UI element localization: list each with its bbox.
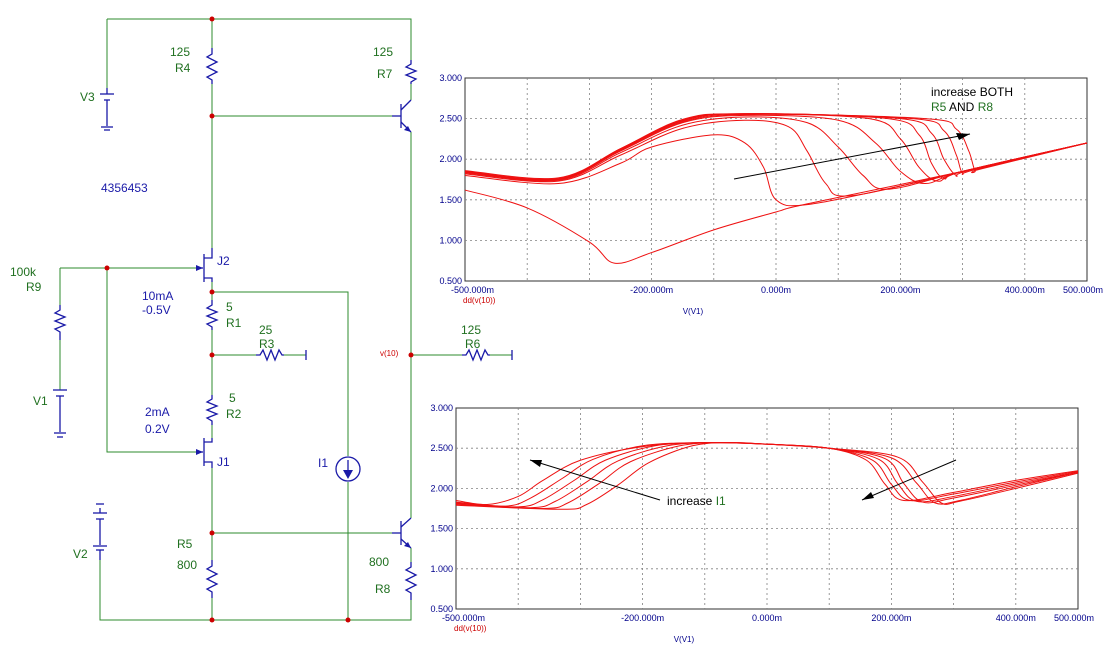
r6-value: 125 [461,323,481,337]
plot-bottom: 0.500 1.000 1.500 2.000 2.500 3.000 -500.000m -… [430,403,1094,644]
x-tick-label: 0.000m [761,285,791,295]
plot-top: 0.500 1.000 1.500 2.000 2.500 3.000 -500.000m -… [439,73,1103,316]
r7-value: 125 [373,45,393,59]
r3-name: R3 [259,337,275,351]
junction-dots [104,16,414,623]
y-axis-label: dd(v(10)) [454,624,487,633]
j1-current: 2mA [145,405,170,419]
current-source-i1: I1 [318,456,361,482]
r2-value: 5 [229,391,236,405]
y-axis-label: dd(v(10)) [463,296,496,305]
series-line-3 [464,119,1088,197]
y-tick-label: 0.500 [439,276,462,286]
y-tick-label: 3.000 [430,403,453,413]
x-tick-label: 200.000m [871,613,911,623]
r9-value: 100k [10,265,37,279]
r3-value: 25 [259,323,273,337]
y-tick-label: 3.000 [439,73,462,83]
resistor-r9: 100k R9 [10,265,67,340]
top-annotation-and: AND [949,100,975,114]
voltage-source-v1: V1 [33,389,67,438]
r2-name: R2 [226,407,242,421]
y-tick-label: 1.500 [439,195,462,205]
y-tick-label: 1.500 [430,524,453,534]
npn-transistor-top [392,99,412,133]
resistor-r5: R5 800 [177,537,219,598]
bottom-plot-annotation: increase I1 [529,459,957,508]
node-label-v10: v(10) [380,349,399,358]
top-annotation-line2: R5 AND R8 [931,100,993,114]
top-annotation-line1: increase BOTH [931,85,1013,99]
r1-name: R1 [226,316,242,330]
series-line-10 [464,113,1088,180]
voltage-source-v3: V3 [80,88,114,131]
j2-current: 10mA [142,289,173,303]
series-line-8 [464,113,1088,180]
bottom-annotation-text: increase I1 [667,494,726,508]
resistor-r6: 125 R6 [461,323,513,362]
resistor-r2: 5 R2 [205,391,242,425]
part-number: 4356453 [101,181,148,195]
r1-value: 5 [226,300,233,314]
y-tick-label: 1.000 [439,235,462,245]
v1-name: V1 [33,394,48,408]
top-annotation-r8: R8 [978,100,994,114]
resistor-r3: 25 R3 [256,323,307,362]
r4-value: 125 [170,45,190,59]
y-tick-label: 2.500 [430,443,453,453]
series-line-4 [464,116,1088,190]
r6-name: R6 [465,337,481,351]
x-tick-label: 500.000m [1063,285,1103,295]
r7-name: R7 [377,67,393,81]
r5-value: 800 [177,558,197,572]
jfet-j2: J2 [196,248,230,282]
x-tick-label: 200.000m [880,285,920,295]
series-line-6 [455,442,1079,510]
v2-name: V2 [73,547,88,561]
j1-name: J1 [217,455,230,469]
bottom-annotation-increase: increase [667,494,713,508]
r8-value: 800 [369,555,389,569]
resistor-r7: 125 R7 [373,45,418,84]
j2-voltage: -0.5V [142,303,171,317]
x-tick-label: -200.000m [621,613,664,623]
x-tick-label: 0.000m [752,613,782,623]
j1-voltage: 0.2V [145,422,170,436]
x-tick-label: -500.000m [442,613,485,623]
j2-name: J2 [217,254,230,268]
resistor-r1: 5 R1 [205,300,242,330]
schematic-wires [59,18,512,621]
r4-name: R4 [175,61,191,75]
r9-name: R9 [26,280,42,294]
x-tick-label: 500.000m [1054,613,1094,623]
resistor-r8: 800 R8 [369,555,418,600]
resistor-r4: 125 R4 [170,45,219,84]
npn-transistor-bottom [392,517,412,549]
jfet-j1: J1 [196,438,230,469]
y-tick-label: 2.000 [439,154,462,164]
bottom-annotation-i1: I1 [716,494,726,508]
x-tick-label: -200.000m [630,285,673,295]
x-tick-label: 400.000m [1005,285,1045,295]
x-tick-label: 400.000m [996,613,1036,623]
r5-name: R5 [177,537,193,551]
top-plot-annotation: increase BOTH R5 AND R8 [733,85,1013,180]
y-tick-label: 2.000 [430,483,453,493]
x-axis-label: V(V1) [674,635,695,644]
x-tick-label: -500.000m [451,285,494,295]
top-annotation-r5: R5 [931,100,947,114]
voltage-source-v2: V2 [73,503,107,561]
x-axis-label: V(V1) [683,307,704,316]
y-tick-label: 2.500 [439,114,462,124]
r8-name: R8 [375,582,391,596]
i1-name: I1 [318,456,328,470]
y-tick-label: 1.000 [430,564,453,574]
y-tick-label: 0.500 [430,604,453,614]
v3-name: V3 [80,90,95,104]
